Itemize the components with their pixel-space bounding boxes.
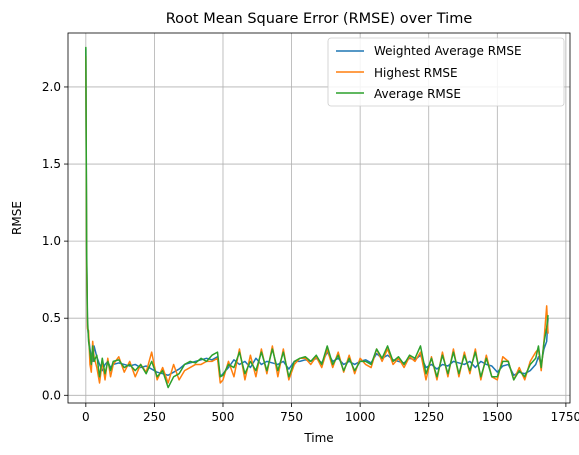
- y-tick-label: 0.0: [42, 388, 61, 402]
- chart-title: Root Mean Square Error (RMSE) over Time: [166, 11, 473, 27]
- x-tick-label: 0: [82, 410, 90, 424]
- plot-frame: [67, 32, 571, 404]
- legend-label-highest: Highest RMSE: [374, 66, 458, 80]
- y-tick-label: 2.0: [42, 80, 61, 94]
- legend-box: [327, 37, 565, 107]
- series-layer: [85, 46, 549, 389]
- x-tick-label: 1250: [413, 410, 444, 424]
- legend-label-average: Average RMSE: [374, 87, 461, 101]
- y-tick-label: 0.5: [42, 311, 61, 325]
- y-tick-label: 1.0: [42, 234, 61, 248]
- x-tick-label: 1750: [551, 410, 579, 424]
- x-tick-label: 750: [280, 410, 303, 424]
- x-tick-label: 1000: [345, 410, 376, 424]
- x-axis-title: Time: [303, 431, 333, 445]
- legend: Weighted Average RMSE Highest RMSE Avera…: [327, 37, 565, 107]
- series-line-average-rmse: [85, 46, 549, 389]
- x-tick-label: 250: [143, 410, 166, 424]
- y-axis-title: RMSE: [10, 201, 24, 235]
- x-tick-label: 1500: [482, 410, 513, 424]
- y-axis-ticks: 0.0 0.5 1.0 1.5 2.0: [42, 80, 68, 402]
- x-tick-label: 500: [212, 410, 235, 424]
- legend-label-weighted-average: Weighted Average RMSE: [374, 44, 522, 58]
- y-tick-label: 1.5: [42, 157, 61, 171]
- x-axis-ticks: 0 250 500 750 1000 1250 1500 1750: [82, 403, 579, 424]
